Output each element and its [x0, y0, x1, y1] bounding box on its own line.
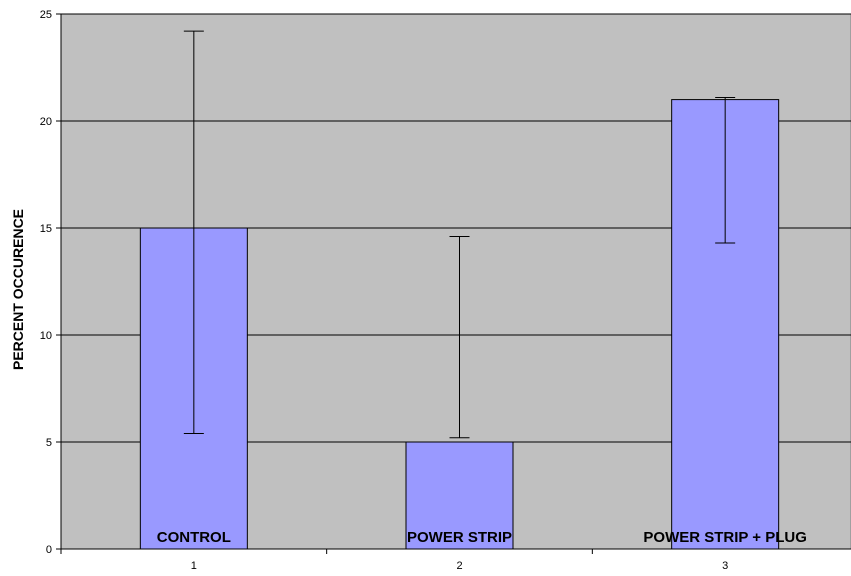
y-tick-label: 25	[40, 9, 52, 21]
y-tick-label: 20	[40, 116, 52, 128]
x-tick-label: 1	[191, 560, 197, 572]
y-tick-label: 5	[46, 437, 52, 449]
bar-label: CONTROL	[157, 529, 231, 546]
bar-label: POWER STRIP	[407, 529, 512, 546]
y-axis-label: PERCENT OCCURENCE	[10, 209, 26, 370]
y-axis: 0 5 10 15 20 25	[40, 9, 61, 556]
y-tick-label: 10	[40, 330, 52, 342]
x-axis: 1 2 3	[61, 549, 851, 572]
x-tick-label: 2	[456, 560, 462, 572]
y-tick-label: 0	[46, 544, 52, 556]
bar-label: POWER STRIP + PLUG	[643, 529, 807, 546]
y-tick-label: 15	[40, 223, 52, 235]
x-tick-label: 3	[722, 560, 728, 572]
